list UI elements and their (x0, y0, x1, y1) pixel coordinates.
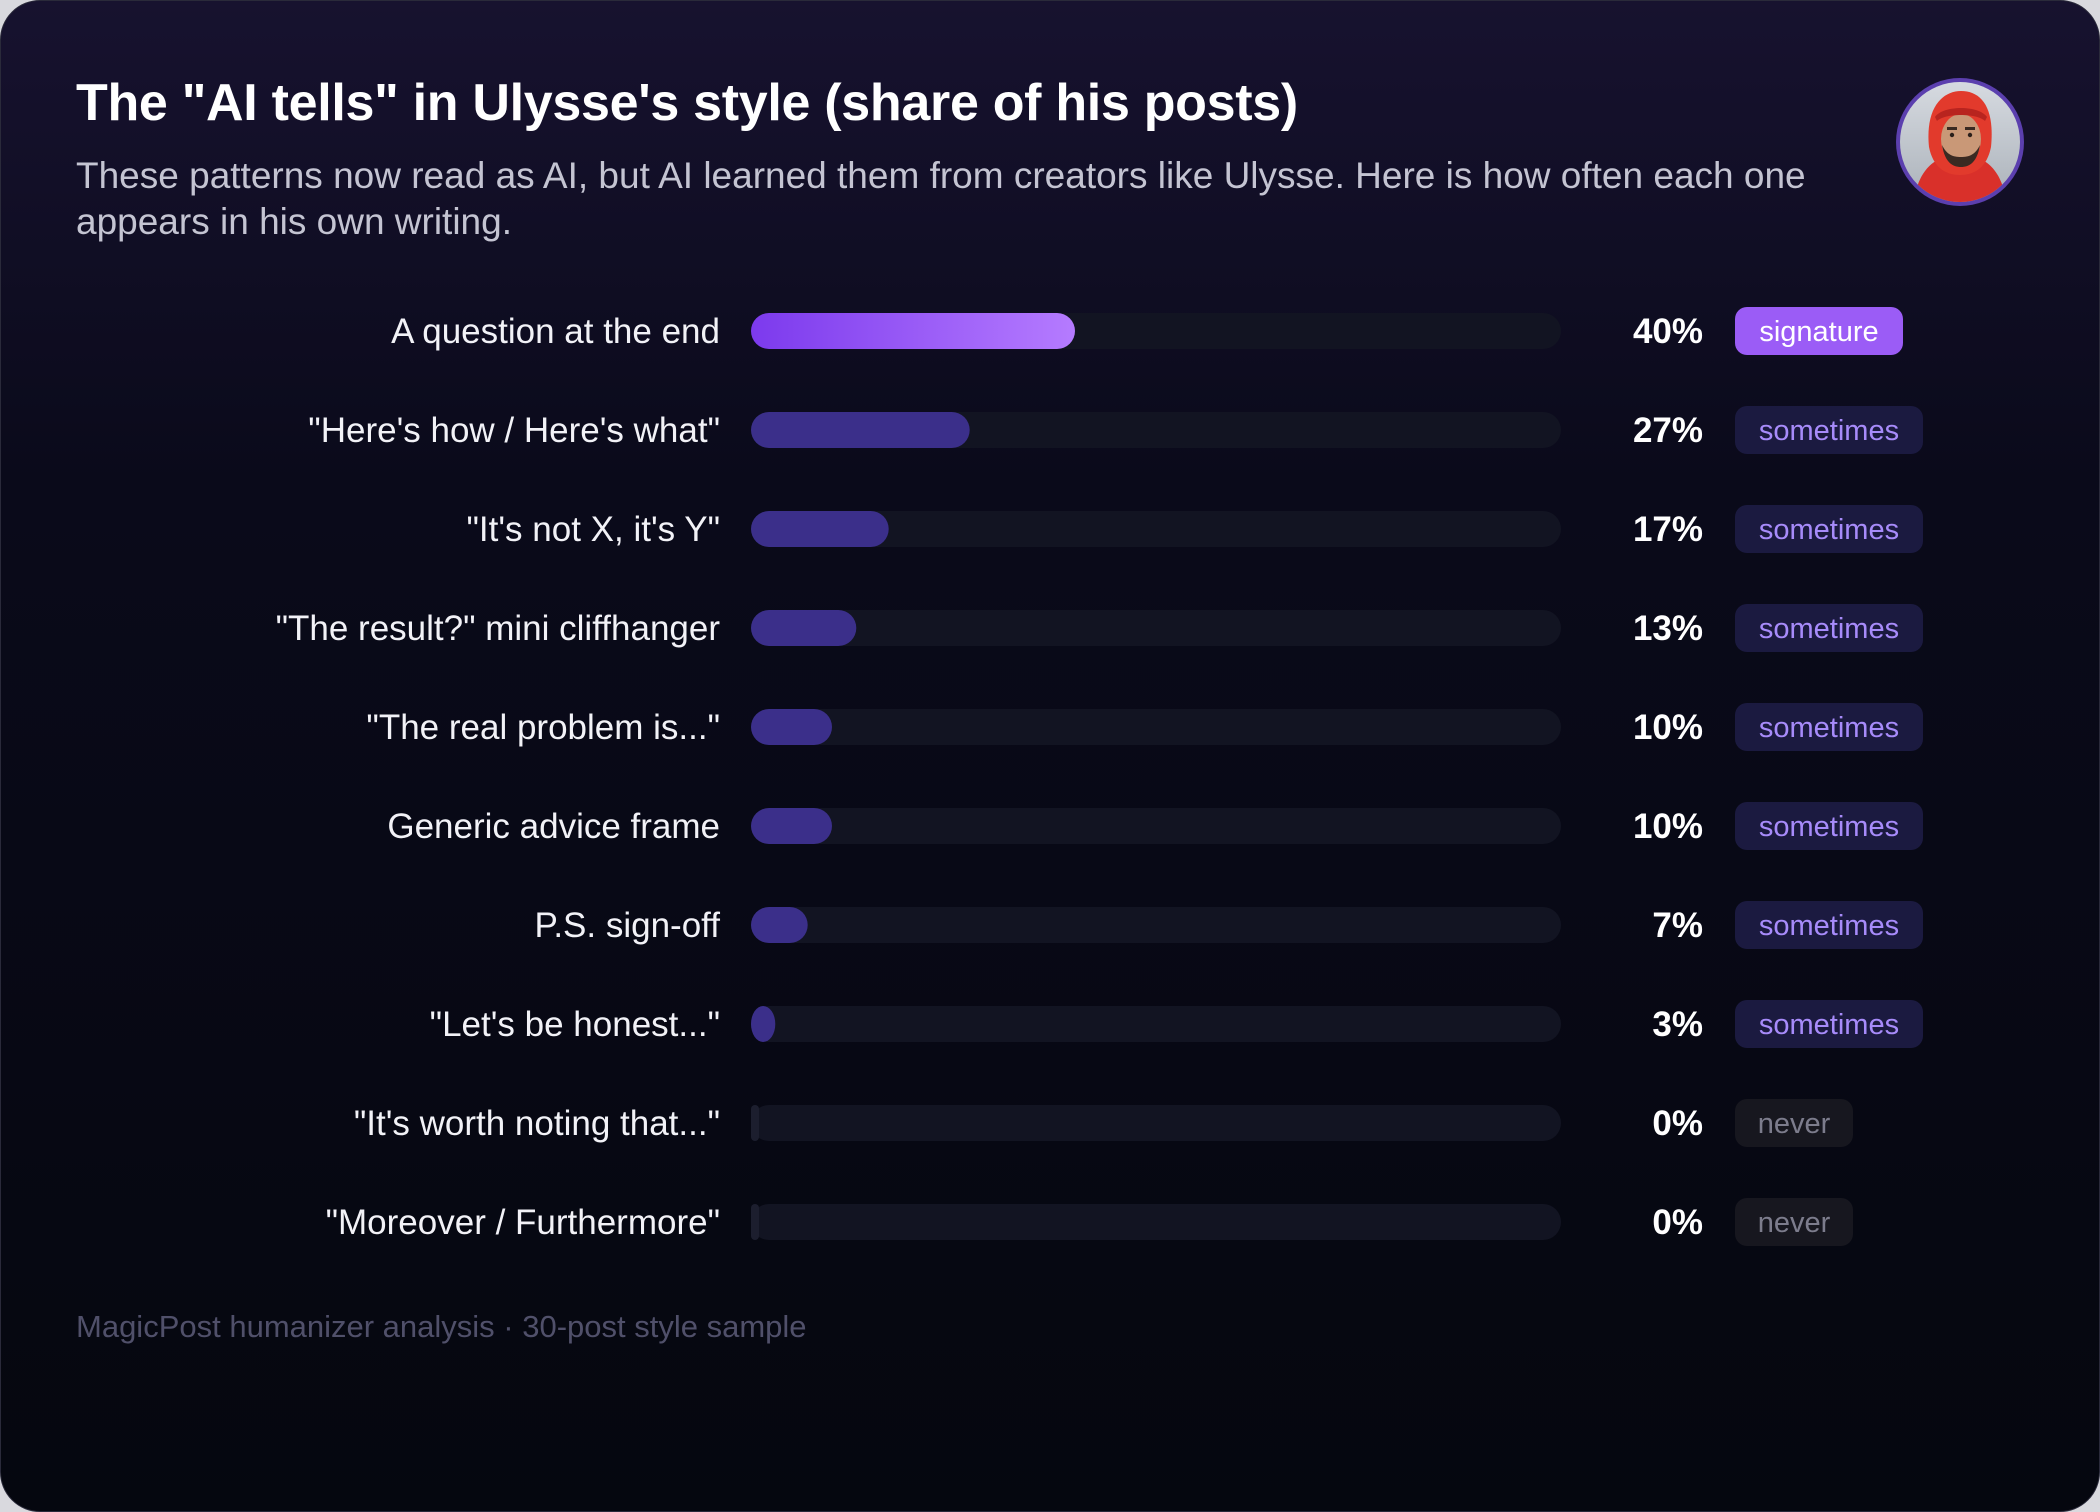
bar (751, 511, 889, 547)
bar-row: "It's not X, it's Y" 17% sometimes (467, 505, 1923, 553)
bar (751, 313, 1075, 349)
category-label: "The real problem is..." (366, 708, 720, 747)
bar (751, 907, 808, 943)
category-label: "Moreover / Furthermore" (326, 1203, 720, 1242)
value-label: 10% (1633, 708, 1703, 747)
bar (751, 808, 832, 844)
badge (1735, 307, 1903, 355)
badge-label: never (1758, 1207, 1831, 1239)
badge-label: sometimes (1759, 613, 1899, 645)
category-label: "The result?" mini cliffhanger (276, 609, 721, 648)
value-label: 0% (1652, 1203, 1703, 1242)
avatar (1896, 78, 2024, 206)
bar-row: P.S. sign-off 7% sometimes (535, 901, 1923, 949)
category-label: Generic advice frame (387, 807, 720, 846)
bar (751, 1204, 759, 1240)
badge (1735, 703, 1923, 751)
bar (751, 1105, 759, 1141)
bar (751, 610, 857, 646)
bar-row: "It's worth noting that..." 0% never (354, 1099, 1853, 1147)
bar (751, 709, 832, 745)
badge (1735, 604, 1923, 652)
value-label: 13% (1633, 609, 1703, 648)
badge-label: never (1758, 1108, 1831, 1140)
bar-row: A question at the end 40% signature (391, 307, 1903, 355)
badge-label: sometimes (1759, 415, 1899, 447)
bar-row: "The result?" mini cliffhanger 13% sometim… (276, 604, 1923, 652)
bar-track (751, 808, 1561, 844)
value-label: 3% (1652, 1005, 1703, 1044)
value-label: 10% (1633, 807, 1703, 846)
bar-track (751, 1105, 1561, 1141)
badge (1735, 505, 1923, 553)
category-label: "It's not X, it's Y" (467, 510, 721, 549)
badge-label: sometimes (1759, 811, 1899, 843)
value-label: 27% (1633, 411, 1703, 450)
category-label: "It's worth noting that..." (354, 1104, 720, 1143)
badge-label: sometimes (1759, 1009, 1899, 1041)
bar-track (751, 511, 1561, 547)
chart-title: The "AI tells" in Ulysse's style (share … (76, 74, 1298, 132)
bar-track (751, 1204, 1561, 1240)
bar-track (751, 709, 1561, 745)
chart-subtitle: These patterns now read as AI, but AI le… (76, 155, 1806, 242)
bar-track (751, 1006, 1561, 1042)
badge (1735, 406, 1923, 454)
bar-track (751, 610, 1561, 646)
bar-track (751, 907, 1561, 943)
category-label: "Let's be honest..." (430, 1005, 720, 1044)
badge (1735, 1099, 1853, 1147)
footer-note: MagicPost humanizer analysis · 30-post s… (76, 1309, 807, 1344)
category-label: P.S. sign-off (535, 906, 721, 945)
value-label: 40% (1633, 312, 1703, 351)
bar (751, 1006, 776, 1042)
value-label: 7% (1652, 906, 1703, 945)
value-label: 17% (1633, 510, 1703, 549)
category-label: A question at the end (391, 312, 720, 351)
bar-row: Generic advice frame 10% sometimes (387, 802, 1923, 850)
badge-label: sometimes (1759, 910, 1899, 942)
badge (1735, 901, 1923, 949)
badge-label: sometimes (1759, 514, 1899, 546)
bar-row: "Here's how / Here's what" 27% sometimes (308, 406, 1923, 454)
badge (1735, 802, 1923, 850)
badge (1735, 1000, 1923, 1048)
badge-label: signature (1759, 316, 1878, 348)
value-label: 0% (1652, 1104, 1703, 1143)
badge-label: sometimes (1759, 712, 1899, 744)
bar-row: "Let's be honest..." 3% sometimes (430, 1000, 1923, 1048)
bar-row: "Moreover / Furthermore" 0% never (326, 1198, 1853, 1246)
bar (751, 412, 970, 448)
category-label: "Here's how / Here's what" (308, 411, 720, 450)
badge (1735, 1198, 1853, 1246)
bar-row: "The real problem is..." 10% sometimes (366, 703, 1923, 751)
